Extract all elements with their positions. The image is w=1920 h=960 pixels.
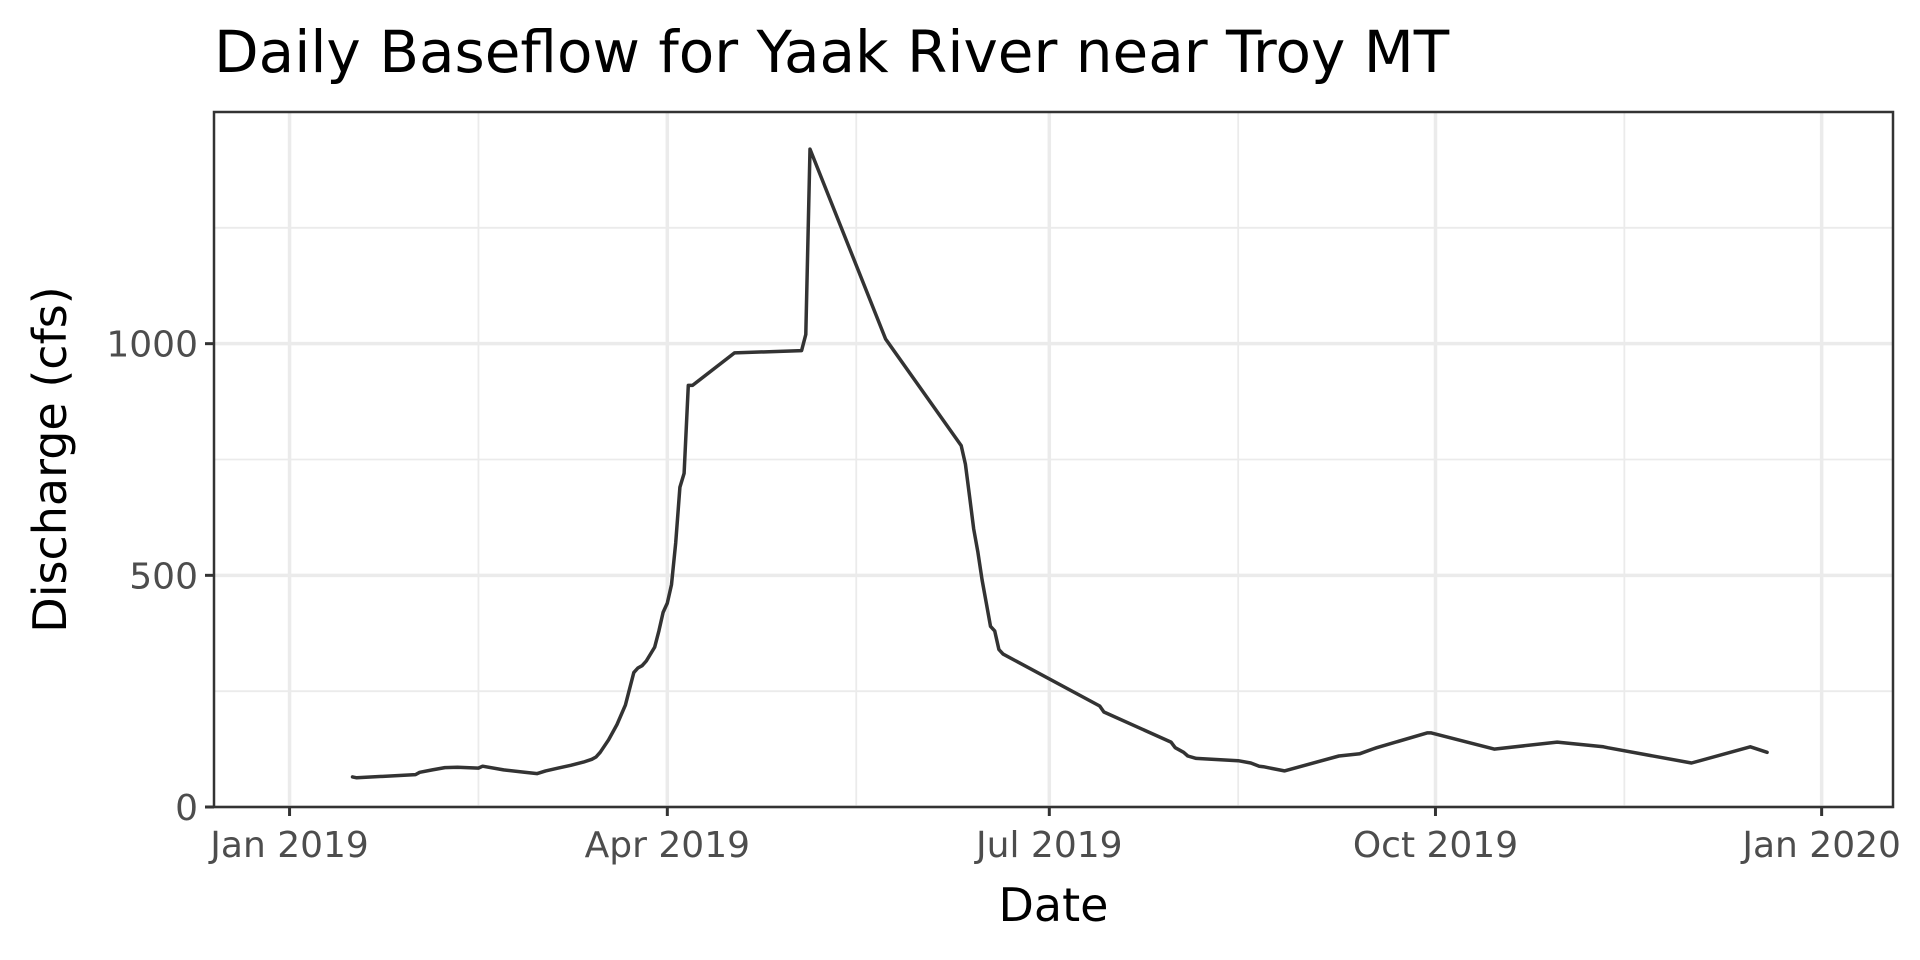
x-axis-title: Date xyxy=(999,878,1109,932)
x-tick-label: Jan 2020 xyxy=(1740,825,1901,866)
chart-title: Daily Baseflow for Yaak River near Troy … xyxy=(214,18,1450,86)
panel-border xyxy=(212,110,1895,809)
x-tick-label: Jul 2019 xyxy=(974,825,1123,866)
x-tick-label: Oct 2019 xyxy=(1353,825,1518,866)
y-axis-title: Discharge (cfs) xyxy=(23,286,77,632)
axis-ticks: 0 500 1000 Jan 2019 Apr 2019 Jul 2019 Oct 2019… xyxy=(106,325,1901,866)
grid xyxy=(214,112,1893,809)
discharge-series-line xyxy=(350,147,1769,780)
y-tick-label: 500 xyxy=(129,556,198,597)
x-tick-label: Apr 2019 xyxy=(585,825,750,866)
x-tick-label: Jan 2019 xyxy=(208,825,369,866)
series-layer xyxy=(350,147,1769,780)
y-tick-label: 0 xyxy=(175,788,198,829)
y-tick-label: 1000 xyxy=(106,325,198,366)
